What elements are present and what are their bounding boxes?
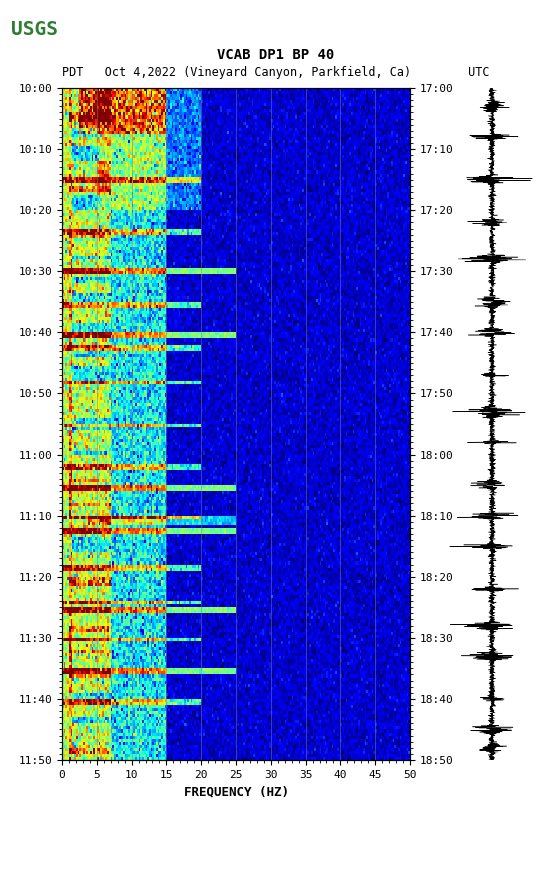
Text: USGS: USGS [11, 20, 58, 38]
Text: VCAB DP1 BP 40: VCAB DP1 BP 40 [217, 48, 335, 62]
X-axis label: FREQUENCY (HZ): FREQUENCY (HZ) [183, 785, 289, 798]
Text: PDT   Oct 4,2022 (Vineyard Canyon, Parkfield, Ca)        UTC: PDT Oct 4,2022 (Vineyard Canyon, Parkfie… [62, 66, 490, 78]
